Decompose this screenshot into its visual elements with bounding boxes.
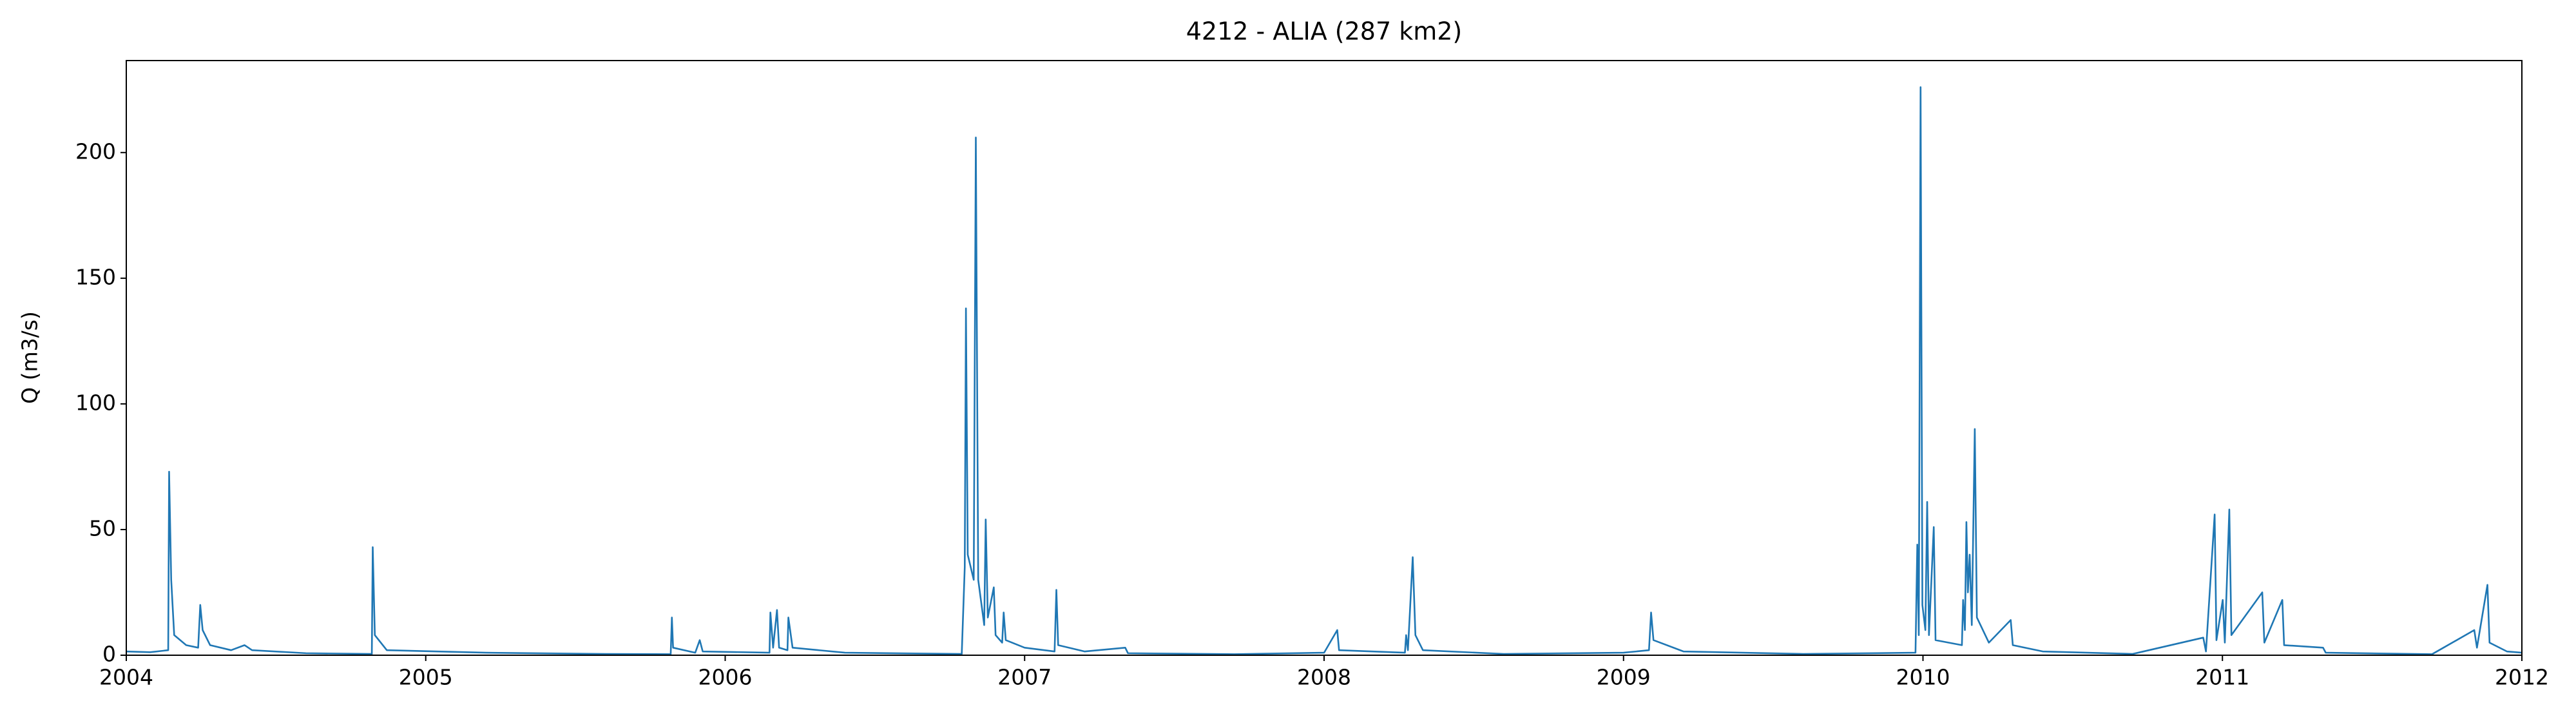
x-tick-label: 2006 xyxy=(698,665,753,690)
y-tick-label: 200 xyxy=(75,139,116,164)
y-tick-label: 50 xyxy=(89,515,116,541)
x-tick-label: 2004 xyxy=(99,665,153,690)
y-axis-label: Q (m3/s) xyxy=(17,311,43,404)
plot-frame xyxy=(126,60,2523,656)
x-tick-label: 2011 xyxy=(2195,665,2249,690)
x-tick-label: 2007 xyxy=(997,665,1052,690)
y-tick-label: 0 xyxy=(102,642,116,667)
y-tick-label: 150 xyxy=(75,264,116,289)
x-tick-label: 2005 xyxy=(399,665,453,690)
data-line xyxy=(126,86,2523,655)
y-tick-label: 100 xyxy=(75,390,116,415)
chart-title: 4212 - ALIA (287 km2) xyxy=(1186,17,1462,46)
x-tick-label: 2010 xyxy=(1896,665,1950,690)
x-tick-label: 2012 xyxy=(2495,665,2549,690)
x-tick-label: 2008 xyxy=(1297,665,1351,690)
x-tick-label: 2009 xyxy=(1597,665,1651,690)
